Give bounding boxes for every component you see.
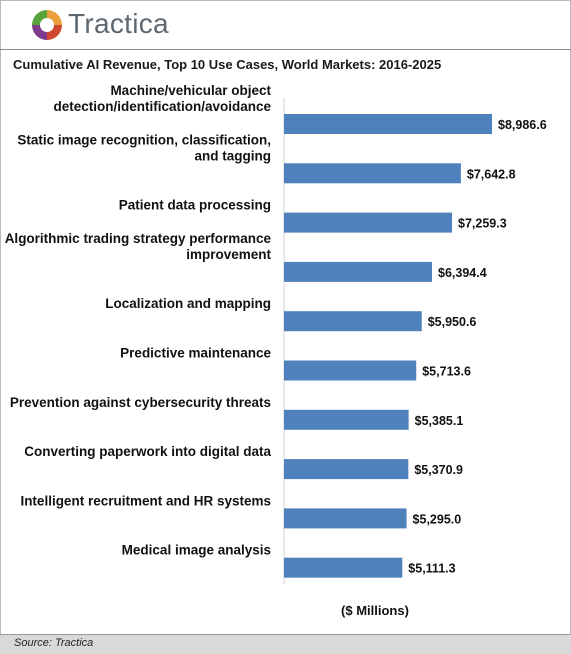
bar: [284, 459, 409, 480]
data-label: $5,370.9: [414, 463, 463, 477]
data-label: $5,713.6: [422, 365, 471, 379]
data-label: $5,950.6: [428, 315, 477, 329]
bar: [284, 163, 461, 184]
data-label: $6,394.4: [438, 266, 487, 280]
bar: [284, 311, 422, 332]
bar: [284, 212, 453, 233]
source-bar: Source: Tractica: [0, 634, 571, 654]
data-label: $8,986.6: [498, 118, 547, 132]
category-label: Machine/vehicular object: [110, 83, 271, 98]
category-label: Algorithmic trading strategy performance: [5, 231, 272, 246]
category-label: Intelligent recruitment and HR systems: [20, 493, 271, 508]
category-label: and tagging: [195, 148, 272, 163]
data-label: $5,111.3: [408, 562, 455, 576]
bar-chart: $8,986.6 Machine/vehicular objectdetectio…: [5, 83, 547, 584]
bar: [284, 508, 407, 529]
data-label: $7,642.8: [467, 167, 516, 181]
data-label: $5,295.0: [413, 512, 462, 526]
category-label: detection/identification/avoidance: [53, 99, 271, 114]
chart-title: Cumulative AI Revenue, Top 10 Use Cases,…: [13, 57, 442, 72]
source-note: Source: Tractica: [14, 637, 94, 649]
header-divider: [0, 49, 571, 50]
category-label: Converting paperwork into digital data: [24, 444, 271, 459]
bar: [284, 409, 409, 430]
bar: [284, 360, 417, 381]
bar: [284, 114, 492, 134]
data-label: $7,259.3: [458, 217, 507, 231]
data-label: $5,385.1: [415, 414, 464, 428]
brand-name: Tractica: [68, 8, 169, 39]
x-axis-label: ($ Millions): [341, 603, 409, 618]
category-label: Prevention against cybersecurity threats: [10, 395, 271, 410]
category-label: Medical image analysis: [122, 543, 271, 558]
tractica-logo-icon: [32, 10, 62, 40]
bar: [284, 557, 403, 578]
category-label: Predictive maintenance: [120, 346, 271, 361]
bar: [284, 261, 433, 282]
category-label: Static image recognition, classification…: [17, 132, 271, 147]
category-label: Patient data processing: [119, 198, 271, 213]
category-label: Localization and mapping: [105, 296, 271, 311]
category-label: improvement: [186, 247, 271, 262]
